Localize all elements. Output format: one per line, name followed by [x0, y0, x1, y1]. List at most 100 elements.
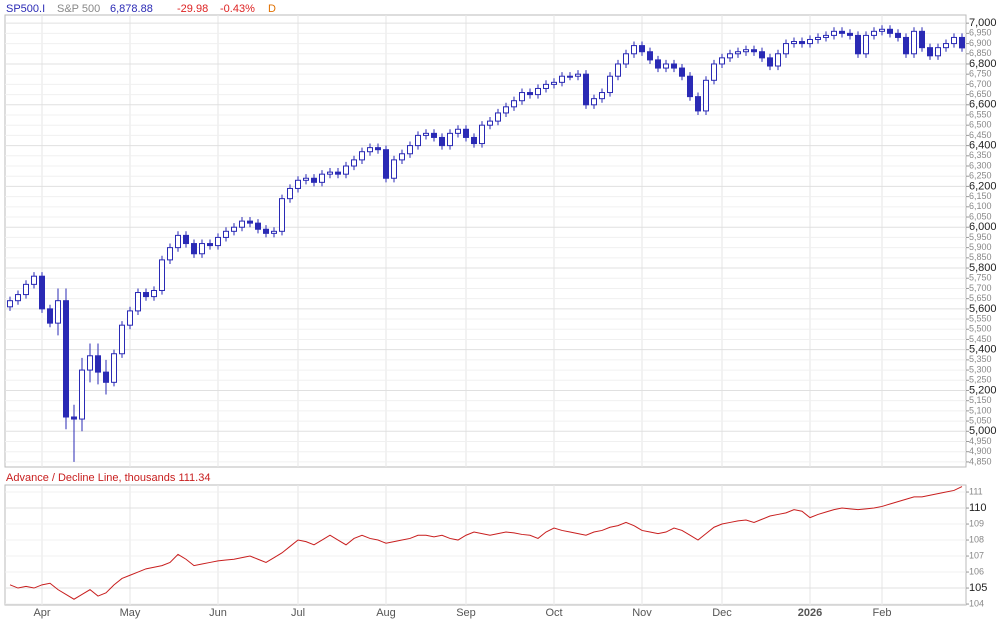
candle-body	[431, 132, 437, 138]
candle-body	[951, 36, 957, 45]
change: -29.98	[177, 3, 208, 15]
candle-body	[239, 220, 245, 228]
y-tick-label: 5,050	[969, 415, 992, 425]
candle-body	[623, 53, 629, 65]
y-tick-label: 6,600	[969, 99, 997, 111]
candle-body	[919, 30, 925, 49]
candle-body	[767, 57, 773, 67]
candle-body	[719, 57, 725, 65]
candle-body	[631, 45, 637, 55]
candle-body	[815, 36, 821, 40]
candle-body	[575, 73, 581, 77]
candle-body	[927, 47, 933, 57]
candle-body	[335, 171, 341, 175]
y-tick-label: 6,300	[969, 160, 992, 170]
candle-body	[79, 369, 85, 420]
x-tick-label: Aug	[376, 607, 396, 619]
candle-body	[903, 36, 909, 55]
x-tick-label: Jun	[209, 607, 227, 619]
candle-body	[359, 151, 365, 161]
candle-body	[807, 38, 813, 45]
x-tick-label: Sep	[456, 607, 476, 619]
candle-body	[271, 230, 277, 234]
candle-body	[583, 73, 589, 106]
y-tick-label: 5,850	[969, 252, 992, 262]
candle-body	[455, 128, 461, 134]
candle-body	[647, 51, 653, 61]
ad-line	[9, 486, 963, 600]
candle-body	[263, 228, 269, 234]
candle-body	[775, 53, 781, 67]
y-tick-label: 6,700	[969, 79, 992, 89]
y-tick-label: 7,000	[969, 17, 997, 29]
candle-body	[735, 51, 741, 55]
candle-body	[519, 92, 525, 102]
y-tick-label: 5,950	[969, 232, 992, 242]
candle-body	[143, 292, 149, 298]
candle-body	[663, 63, 669, 69]
candle-body	[911, 30, 917, 55]
y-tick-label: 5,800	[969, 262, 997, 274]
candle-body	[159, 259, 165, 291]
candle-body	[879, 28, 885, 32]
y-tick-label: 104	[969, 598, 984, 608]
candle-body	[423, 132, 429, 136]
y-tick-label: 5,100	[969, 405, 992, 415]
candle-body	[479, 124, 485, 145]
candle-body	[863, 34, 869, 55]
candle-body	[839, 30, 845, 34]
candle-body	[551, 81, 557, 85]
candle-body	[175, 234, 181, 249]
y-tick-label: 105	[969, 582, 987, 594]
y-tick-label: 6,800	[969, 58, 997, 70]
candle-body	[55, 300, 61, 324]
y-tick-label: 5,450	[969, 334, 992, 344]
candle-body	[471, 136, 477, 145]
candle-body	[415, 134, 421, 147]
candle-body	[847, 32, 853, 36]
y-tick-label: 6,900	[969, 38, 992, 48]
index-name: S&P 500	[57, 3, 100, 15]
y-tick-label: 6,950	[969, 28, 992, 38]
candle-body	[823, 34, 829, 38]
candle-body	[71, 416, 77, 420]
candle-body	[367, 147, 373, 153]
y-tick-label: 4,850	[969, 456, 992, 466]
candle-body	[199, 243, 205, 255]
candle-body	[567, 75, 573, 78]
candle-body	[311, 177, 317, 183]
candle-body	[783, 43, 789, 55]
candle-body	[119, 324, 125, 355]
y-tick-label: 5,700	[969, 283, 992, 293]
candle-body	[15, 294, 21, 302]
candle-body	[111, 353, 117, 383]
candle-body	[183, 234, 189, 245]
candle-body	[31, 275, 37, 285]
candle-body	[687, 75, 693, 98]
y-tick-label: 6,050	[969, 211, 992, 221]
candle-body	[671, 63, 677, 69]
last-price: 6,878.88	[110, 3, 153, 15]
candle-body	[39, 275, 45, 310]
y-tick-label: 6,150	[969, 191, 992, 201]
y-tick-label: 110	[969, 502, 987, 514]
candle-body	[231, 226, 237, 232]
candle-body	[167, 247, 173, 261]
candle-body	[831, 30, 837, 36]
y-tick-label: 109	[969, 518, 984, 528]
y-tick-label: 5,900	[969, 242, 992, 252]
y-tick-label: 5,400	[969, 344, 997, 356]
y-tick-label: 6,100	[969, 201, 992, 211]
x-tick-label: Apr	[33, 607, 50, 619]
candle-body	[207, 243, 213, 247]
y-tick-label: 5,500	[969, 324, 992, 334]
y-tick-label: 5,600	[969, 303, 997, 315]
y-tick-label: 6,200	[969, 180, 997, 192]
y-tick-label: 6,450	[969, 130, 992, 140]
candle-body	[703, 79, 709, 112]
candle-body	[607, 75, 613, 94]
y-tick-label: 6,350	[969, 150, 992, 160]
candle-body	[727, 53, 733, 59]
